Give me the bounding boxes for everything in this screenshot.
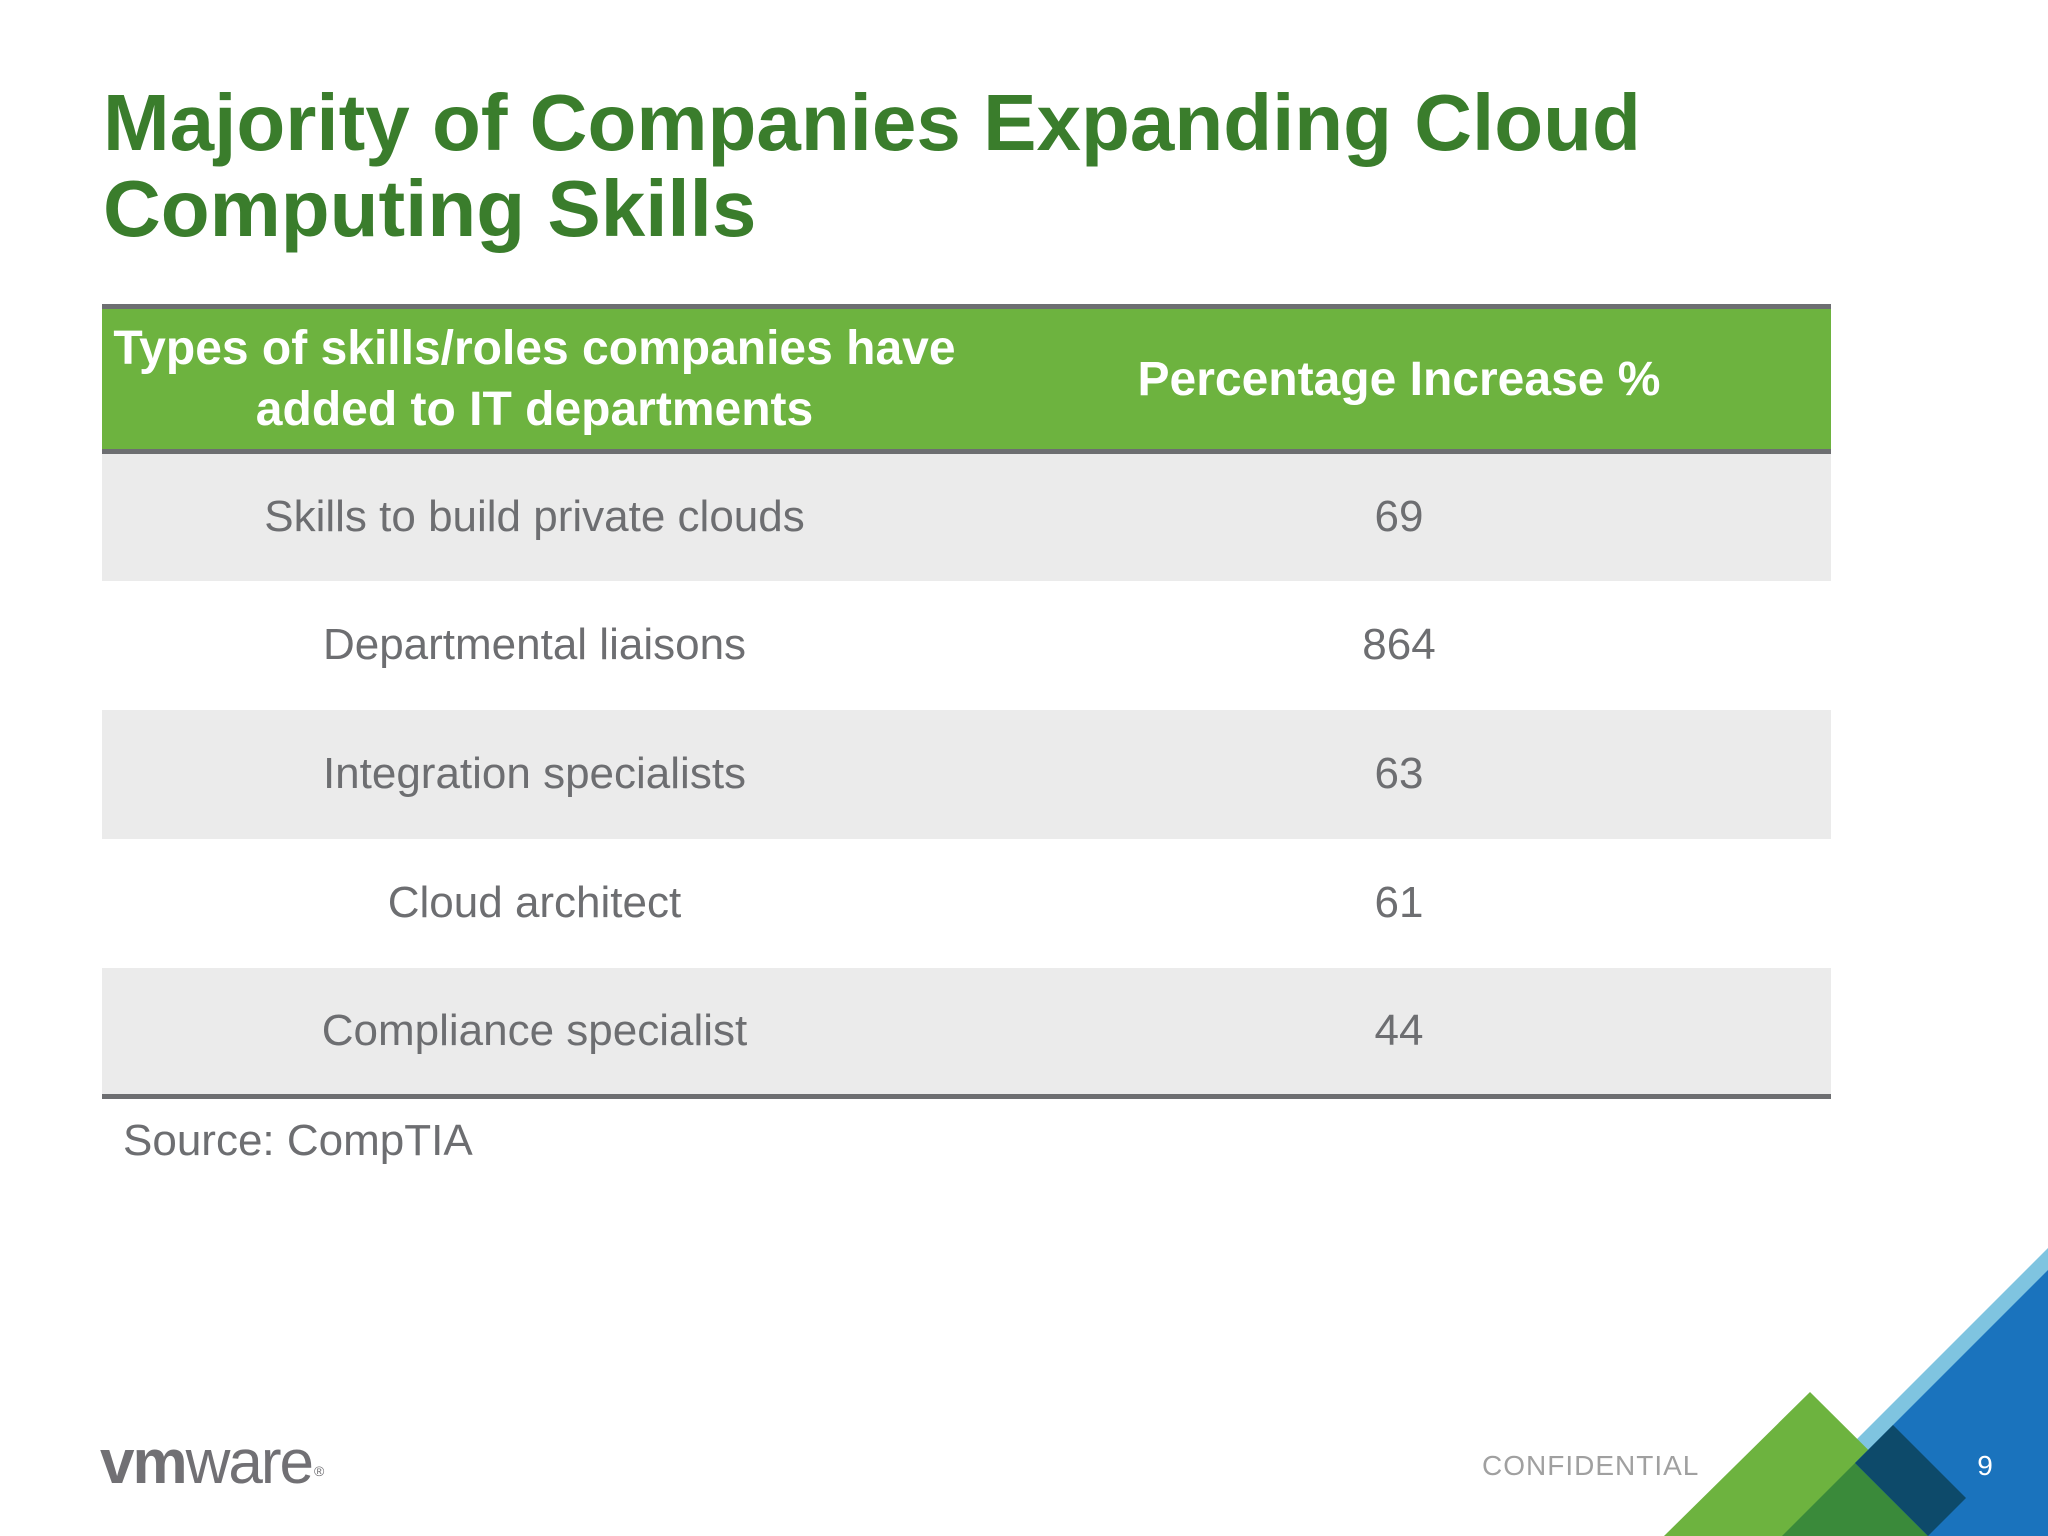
decor-navy-triangle: [1855, 1425, 1966, 1536]
table-row: Departmental liaisons 864: [102, 580, 1831, 710]
skill-cell: Departmental liaisons: [322, 620, 747, 669]
skill-cell: Compliance specialist: [102, 967, 967, 1099]
table-row: Integration specialists 63: [102, 709, 1831, 839]
table-row: Skills to build private clouds 69: [102, 451, 1831, 581]
percentage-cell: 61: [1374, 878, 1424, 927]
table-row: Compliance specialist 44: [102, 967, 1831, 1099]
percentage-cell: 864: [1362, 620, 1436, 669]
table-row: Cloud architect 61: [102, 838, 1831, 968]
source-note: Source: CompTIA: [123, 1116, 473, 1165]
confidential-label: CONFIDENTIAL: [1482, 1450, 1700, 1481]
logo-ware-text: ware: [185, 1428, 314, 1497]
percentage-cell: 44: [967, 967, 1831, 1099]
data-table: Types of skills/roles companies have add…: [102, 304, 1831, 1099]
percentage-cell: 69: [1374, 492, 1424, 542]
slide-title: Majority of Companies Expanding Cloud Co…: [103, 78, 1641, 253]
vmware-logo: vmware ®: [100, 1428, 325, 1498]
skill-cell: Integration specialists: [322, 749, 747, 798]
table-body: Skills to build private clouds 69 Depart…: [102, 451, 1831, 1099]
table-header: Types of skills/roles companies have add…: [102, 304, 1831, 454]
table-header-row: Types of skills/roles companies have add…: [102, 304, 1831, 454]
skill-cell: Cloud architect: [387, 878, 682, 927]
decor-dark-green-triangle: [1782, 1463, 1928, 1536]
registered-mark: ®: [314, 1463, 325, 1479]
page-number: 9: [1977, 1450, 1993, 1481]
column-header-skills: Types of skills/roles companies have add…: [102, 304, 967, 454]
percentage-cell: 63: [1374, 749, 1424, 798]
logo-vm-text: vm: [100, 1428, 188, 1497]
skill-cell: Skills to build private clouds: [264, 492, 805, 542]
column-header-percentage: Percentage Increase %: [967, 304, 1831, 454]
